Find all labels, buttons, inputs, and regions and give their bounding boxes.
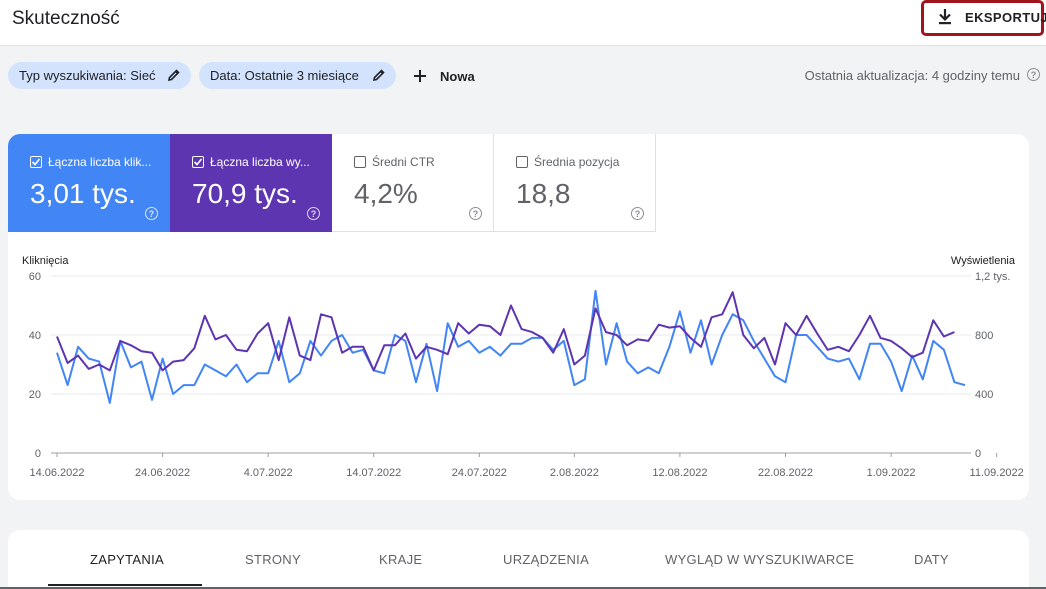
export-label: EKSPORTUJ	[965, 10, 1046, 25]
plus-icon	[414, 70, 426, 82]
x-axis-tick-label: 2.08.2022	[550, 467, 599, 479]
filter-chip-label: Data: Ostatnie 3 miesiące	[210, 68, 359, 83]
series-line-impressions	[56, 291, 955, 372]
last-update-text: Ostatnia aktualizacja: 4 godziny temu	[804, 68, 1020, 83]
download-icon	[939, 9, 951, 25]
performance-chart: 0 20 40 60 0 400 800 1,2 tys. Kliknięcia Wyświetl…	[22, 255, 1024, 479]
x-axis-tick-label: 22.08.2022	[758, 467, 813, 479]
filter-chip-search-type[interactable]: Typ wyszukiwania: Sieć	[8, 62, 191, 89]
help-icon[interactable]: ?	[145, 207, 158, 220]
checkbox-unchecked-icon[interactable]	[516, 156, 528, 168]
pencil-icon[interactable]	[167, 68, 181, 82]
metric-card-ctr[interactable]: Średni CTR 4,2% ?	[332, 134, 494, 232]
left-axis-label: Kliknięcia	[22, 255, 69, 267]
new-filter-button[interactable]: Nowa	[412, 63, 475, 89]
x-axis-tick-label: 11.09.2022	[970, 467, 1024, 479]
x-axis-tick-label: 14.06.2022	[29, 467, 84, 479]
help-icon[interactable]: ?	[631, 207, 644, 220]
divider	[0, 587, 1046, 589]
tabs-card: ZAPYTANIA STRONY KRAJE URZĄDZENIA WYGLĄD…	[8, 530, 1029, 589]
left-axis-tick-label: 40	[29, 330, 41, 342]
tab-countries[interactable]: KRAJE	[379, 552, 423, 567]
metric-card-clicks[interactable]: Łączna liczba klik... 3,01 tys. ?	[8, 134, 170, 232]
filter-bar: Typ wyszukiwania: Sieć Data: Ostatnie 3 …	[0, 46, 1046, 106]
checkbox-checked-icon[interactable]	[192, 156, 204, 168]
metric-title: Łączna liczba wy...	[192, 155, 310, 169]
tab-devices[interactable]: URZĄDZENIA	[503, 552, 590, 567]
export-button[interactable]: EKSPORTUJ	[925, 3, 1046, 31]
x-axis-tick-label: 24.06.2022	[135, 467, 190, 479]
x-axis-tick-label: 24.07.2022	[452, 467, 507, 479]
checkbox-unchecked-icon[interactable]	[354, 156, 366, 168]
filter-chip-label: Typ wyszukiwania: Sieć	[19, 68, 156, 83]
metric-value: 4,2%	[354, 178, 418, 209]
help-icon[interactable]: ?	[1027, 68, 1040, 81]
pencil-icon[interactable]	[372, 68, 386, 82]
metric-card-impressions[interactable]: Łączna liczba wy... 70,9 tys. ?	[170, 134, 332, 232]
metric-label: Średni CTR	[372, 155, 435, 169]
right-axis-tick-label: 400	[975, 389, 993, 401]
checkbox-checked-icon[interactable]	[30, 156, 42, 168]
right-axis-tick-label: 0	[975, 448, 981, 460]
top-bar: Skuteczność EKSPORTUJ	[0, 0, 1046, 46]
performance-card: Łączna liczba klik... 3,01 tys. ? Łączna…	[8, 134, 1029, 500]
metric-card-position[interactable]: Średnia pozycja 18,8 ?	[494, 134, 656, 232]
help-icon[interactable]: ?	[307, 207, 320, 220]
x-axis-tick-label: 1.09.2022	[867, 467, 916, 479]
active-tab-indicator	[48, 584, 202, 586]
metric-label: Łączna liczba klik...	[48, 155, 152, 169]
metric-title: Średni CTR	[354, 155, 435, 169]
series-line-clicks	[56, 289, 966, 404]
x-axis-tick-label: 12.08.2022	[652, 467, 707, 479]
x-axis-tick-label: 14.07.2022	[346, 467, 401, 479]
help-icon[interactable]: ?	[469, 207, 482, 220]
metric-value: 18,8	[516, 178, 571, 209]
tab-pages[interactable]: STRONY	[245, 552, 301, 567]
right-axis-label: Wyświetlenia	[951, 255, 1016, 267]
page-title: Skuteczność	[12, 8, 120, 29]
right-axis-tick-label: 1,2 tys.	[975, 271, 1010, 283]
metric-title: Średnia pozycja	[516, 155, 619, 169]
metric-value: 70,9 tys.	[192, 178, 298, 209]
x-axis-tick-label: 4.07.2022	[244, 467, 293, 479]
metric-label: Łączna liczba wy...	[210, 155, 310, 169]
tab-dates[interactable]: DATY	[914, 552, 949, 567]
tab-search-appearance[interactable]: WYGLĄD W WYSZUKIWARCE	[665, 552, 855, 567]
left-axis-tick-label: 60	[29, 271, 41, 283]
metric-label: Średnia pozycja	[534, 155, 620, 169]
metric-title: Łączna liczba klik...	[30, 155, 151, 169]
tab-queries[interactable]: ZAPYTANIA	[90, 552, 164, 567]
left-axis-tick-label: 0	[35, 448, 41, 460]
right-axis-tick-label: 800	[975, 330, 993, 342]
export-highlight-frame	[921, 0, 1044, 36]
left-axis-tick-label: 20	[29, 389, 41, 401]
metric-value: 3,01 tys.	[30, 178, 136, 209]
new-filter-label: Nowa	[440, 68, 475, 84]
filter-chip-date[interactable]: Data: Ostatnie 3 miesiące	[199, 62, 396, 89]
